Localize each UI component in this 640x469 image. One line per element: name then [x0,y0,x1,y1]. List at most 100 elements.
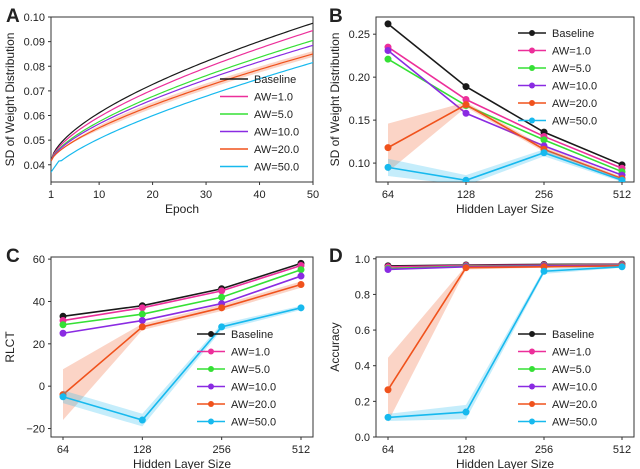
legend-marker [529,117,535,124]
band-aw-20-0 [388,265,622,422]
point-aw-50-0 [618,263,626,271]
x-tick-label: 40 [253,189,265,201]
legend-label: AW=10.0 [254,127,299,139]
legend-label: AW=20.0 [231,399,276,411]
legend-marker [208,331,214,337]
legend-label: AW=50.0 [552,417,597,429]
band-aw-20-0 [388,102,622,181]
point-aw-20-0 [384,386,392,394]
point-aw-5-0 [59,321,67,329]
legend-label: AW=50.0 [552,116,597,128]
series-line-aw-20-0 [51,53,313,162]
y-tick-label: 0.0 [355,432,370,444]
legend-marker [208,401,214,407]
legend-label: AW=5.0 [552,63,591,75]
x-tick-label: 128 [133,444,151,456]
x-tick-label: 64 [382,189,394,201]
point-aw-20-0 [218,304,226,312]
y-tick-label: 20 [33,339,45,351]
point-aw-1-0 [218,287,226,295]
y-tick-label: 60 [33,254,45,266]
point-aw-50-0 [384,163,392,171]
plot-area [51,22,313,173]
legend: Baseline AW=1.0 AW=5.0 AW=10.0 AW=20.0 AW=50.… [197,329,276,429]
series-line-aw-10-0 [387,49,623,176]
y-tick-label: 0.09 [24,37,45,49]
series-line-aw-1-0 [62,264,302,322]
y-tick-label: 0.6 [355,325,370,337]
x-axis-label: Hidden Layer Size [133,457,231,469]
legend-label: AW=10.0 [552,81,597,93]
legend-label: AW=5.0 [254,109,293,121]
legend-marker [529,47,535,54]
x-axis-label: Hidden Layer Size [456,457,554,469]
point-baseline [384,20,392,28]
legend-marker [529,366,535,372]
y-tick-label: 40 [33,296,45,308]
point-aw-50-0 [384,413,392,421]
y-tick-label: −20 [26,424,45,436]
x-tick-label: 512 [292,444,310,456]
point-aw-10-0 [384,265,392,273]
panel-a: A 0.04 0.05 0.06 0.07 0.08 0.09 0.10 1 10 20 30 40 50… [3,6,319,216]
series-line-aw-50-0 [387,151,623,182]
point-aw-50-0 [218,323,226,331]
legend-marker [208,418,214,425]
series-line-aw-20-0 [387,103,623,180]
series-line-aw-10-0 [62,275,302,335]
plot-area [59,259,305,427]
legend-label: Baseline [552,28,594,40]
legend-label: AW=20.0 [552,399,597,411]
series-line-baseline [62,262,302,318]
series-line-aw-20-0 [62,283,302,396]
y-axis-label: SD of Weight Distribution [3,33,17,167]
legend-marker [529,331,535,337]
band-aw-50-0 [388,265,622,421]
legend: Baseline AW=1.0 AW=5.0 AW=10.0 AW=20.0 AW=50.… [220,74,299,174]
y-tick-label: 0.15 [349,115,370,127]
series-line-baseline [51,22,313,162]
point-aw-50-0 [297,304,305,312]
axes-frame [375,16,635,183]
x-axis-label: Hidden Layer Size [456,202,554,216]
legend-marker [208,383,214,390]
point-aw-10-0 [462,109,470,117]
plot-area [384,260,626,422]
x-tick-label: 64 [57,444,69,456]
series-line-aw-1-0 [387,46,623,169]
point-aw-5-0 [384,55,392,63]
y-tick-label: 0.08 [24,61,45,73]
panel-letter: B [329,6,343,27]
y-axis-label: RLCT [3,331,17,363]
legend-label: AW=1.0 [231,347,270,359]
point-aw-20-0 [462,264,470,272]
y-tick-label: 0 [39,381,45,393]
point-aw-20-0 [462,101,470,109]
panel-b: B 0.10 0.15 0.20 0.25 64 128 256 512 Hidden Layer… [328,6,635,216]
x-tick-label: 64 [382,444,394,456]
y-tick-label: 0.2 [355,396,370,408]
y-tick-label: 0.8 [355,289,370,301]
y-tick-label: 0.05 [24,135,45,147]
legend-marker [529,348,535,355]
x-tick-label: 128 [457,444,475,456]
x-tick-label: 256 [212,444,230,456]
point-aw-20-0 [384,144,392,152]
legend-marker [529,383,535,390]
y-tick-label: 0.10 [349,158,370,170]
x-tick-label: 50 [307,189,319,201]
series-line-baseline [387,23,623,166]
legend-label: AW=1.0 [254,92,293,104]
x-tick-label: 1 [48,189,54,201]
point-aw-10-0 [138,317,146,325]
y-tick-label: 0.04 [24,160,45,172]
y-tick-label: 0.07 [24,86,45,98]
point-aw-10-0 [297,272,305,280]
point-aw-50-0 [59,393,67,401]
series-line-aw-1-0 [51,29,313,162]
x-axis-label: Epoch [165,202,199,216]
point-aw-50-0 [618,176,626,182]
legend-marker [208,348,214,355]
series-line-aw-10-0 [51,44,313,162]
point-aw-50-0 [462,408,470,416]
